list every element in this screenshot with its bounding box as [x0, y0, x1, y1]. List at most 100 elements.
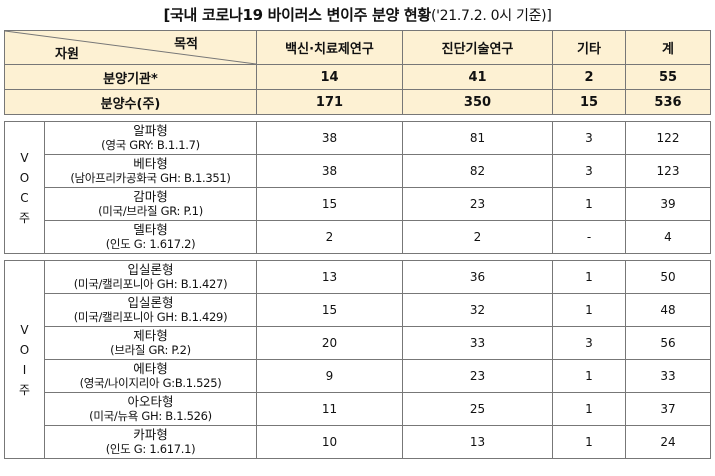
table-cell: 82	[402, 154, 553, 188]
diagonal-line	[5, 31, 256, 64]
variant-name: 델타형	[133, 222, 168, 237]
table-cell: 1	[552, 392, 626, 426]
table-cell: 33	[402, 326, 553, 360]
table-cell: 24	[625, 425, 711, 459]
group-label-char: O	[19, 342, 30, 357]
table-row: V O I 주 입실론형 (미국/캘리포니아 GH: B.1.427) 13 36…	[4, 260, 711, 459]
summary-value: 2	[552, 64, 626, 90]
table-cell: 39	[625, 187, 711, 221]
title-date: ('21.7.2. 0시 기준)]	[430, 8, 552, 24]
variant-lineage: (미국/캘리포니아 GH: B.1.429)	[73, 310, 228, 324]
variant-name: 카파형	[133, 427, 168, 442]
variant-name: 에타형	[133, 361, 168, 376]
header-row: 목적 자원 백신·치료제연구 진단기술연구 기타 계	[4, 30, 711, 65]
variant-cell: 알파형 (영국 GRY: B.1.1.7)	[44, 121, 257, 155]
table-cell: 1	[552, 359, 626, 393]
table-cell: 3	[552, 121, 626, 155]
table-cell: 48	[625, 293, 711, 327]
variant-cell: 아오타형 (미국/뉴욕 GH: B.1.526)	[44, 392, 257, 426]
variant-name: 입실론형	[127, 295, 174, 310]
column-header-other: 기타	[552, 30, 626, 65]
variant-lineage: (인도 G: 1.617.2)	[105, 237, 196, 251]
variant-name: 감마형	[133, 189, 168, 204]
table-cell: 32	[402, 293, 553, 327]
table-cell: 1	[552, 425, 626, 459]
table-cell: 1	[552, 260, 626, 294]
table-cell: 3	[552, 154, 626, 188]
column-header-vaccine: 백신·치료제연구	[256, 30, 403, 65]
variant-lineage: (미국/캘리포니아 GH: B.1.427)	[73, 277, 228, 291]
variant-name: 아오타형	[127, 394, 174, 409]
table-row: 에타형 (영국/나이지리아 G:B.1.525) 9 23 1 33	[5, 359, 711, 393]
summary-value: 14	[256, 64, 403, 90]
table-cell: 123	[625, 154, 711, 188]
summary-row-institutions: 분양기관* 14 41 2 55	[4, 64, 711, 90]
table-cell: 36	[402, 260, 553, 294]
variant-name: 알파형	[133, 123, 168, 138]
summary-value: 15	[552, 89, 626, 115]
title-main: [국내 코로나19 바이러스 변이주 분양 현황	[163, 6, 431, 24]
table-row: 입실론형 (미국/캘리포니아 GH: B.1.429) 15 32 1 48	[5, 293, 711, 327]
table-cell: 2	[402, 220, 553, 254]
table-cell: 50	[625, 260, 711, 294]
table-cell: -	[552, 220, 626, 254]
table-cell: 3	[552, 326, 626, 360]
summary-value: 536	[625, 89, 711, 115]
table-cell: 11	[256, 392, 403, 426]
header-corner-cell: 목적 자원	[4, 30, 257, 65]
table-cell: 56	[625, 326, 711, 360]
table-cell: 13	[256, 260, 403, 294]
variant-cell: 카파형 (인도 G: 1.617.1)	[44, 425, 257, 459]
table-cell: 1	[552, 293, 626, 327]
group-label-char: V	[20, 150, 29, 165]
table-cell: 23	[402, 359, 553, 393]
group-label-voc: V O C 주	[4, 121, 45, 254]
table-cell: 38	[256, 121, 403, 155]
summary-value: 41	[402, 64, 553, 90]
table-cell: 1	[552, 187, 626, 221]
table-cell: 15	[256, 187, 403, 221]
group-label-char: 주	[18, 382, 31, 397]
spacer-row	[4, 253, 711, 261]
table-cell: 2	[256, 220, 403, 254]
purpose-label: 목적	[174, 37, 198, 52]
variant-cell: 감마형 (미국/브라질 GR: P.1)	[44, 187, 257, 221]
table-cell: 37	[625, 392, 711, 426]
table-row: 감마형 (미국/브라질 GR: P.1) 15 23 1 39	[5, 187, 711, 221]
summary-value: 55	[625, 64, 711, 90]
table-cell: 15	[256, 293, 403, 327]
variant-distribution-table: 목적 자원 백신·치료제연구 진단기술연구 기타 계 분양기관* 14 41 2…	[4, 30, 711, 459]
variant-name: 입실론형	[127, 262, 174, 277]
table-cell: 23	[402, 187, 553, 221]
variant-cell: 입실론형 (미국/캘리포니아 GH: B.1.429)	[44, 293, 257, 327]
table-cell: 20	[256, 326, 403, 360]
table-row: 아오타형 (미국/뉴욕 GH: B.1.526) 11 25 1 37	[5, 392, 711, 426]
table-cell: 9	[256, 359, 403, 393]
variant-lineage: (인도 G: 1.617.1)	[105, 442, 196, 456]
variant-lineage: (영국/나이지리아 G:B.1.525)	[79, 376, 222, 390]
summary-label: 분양수(주)	[4, 89, 257, 115]
group-label-char: O	[19, 170, 30, 185]
variant-cell: 델타형 (인도 G: 1.617.2)	[44, 220, 257, 254]
group-label-voi: V O I 주	[4, 260, 45, 459]
variant-lineage: (영국 GRY: B.1.1.7)	[101, 138, 200, 152]
summary-value: 350	[402, 89, 553, 115]
variant-lineage: (남아프리카공화국 GH: B.1.351)	[70, 171, 231, 185]
table-cell: 25	[402, 392, 553, 426]
variant-lineage: (미국/브라질 GR: P.1)	[98, 204, 203, 218]
table-row: 카파형 (인도 G: 1.617.1) 10 13 1 24	[5, 425, 711, 459]
summary-row-strains: 분양수(주) 171 350 15 536	[4, 89, 711, 115]
variant-name: 베타형	[133, 156, 168, 171]
variant-lineage: (브라질 GR: P.2)	[110, 343, 191, 357]
group-label-char: 주	[18, 210, 31, 225]
variant-cell: 제타형 (브라질 GR: P.2)	[44, 326, 257, 360]
table-cell: 4	[625, 220, 711, 254]
table-cell: 122	[625, 121, 711, 155]
group-label-char: C	[20, 190, 29, 205]
column-header-diagnosis: 진단기술연구	[402, 30, 553, 65]
variant-cell: 입실론형 (미국/캘리포니아 GH: B.1.427)	[44, 260, 257, 294]
table-cell: 13	[402, 425, 553, 459]
group-label-char: V	[20, 322, 29, 337]
table-cell: 81	[402, 121, 553, 155]
summary-label: 분양기관*	[4, 64, 257, 90]
